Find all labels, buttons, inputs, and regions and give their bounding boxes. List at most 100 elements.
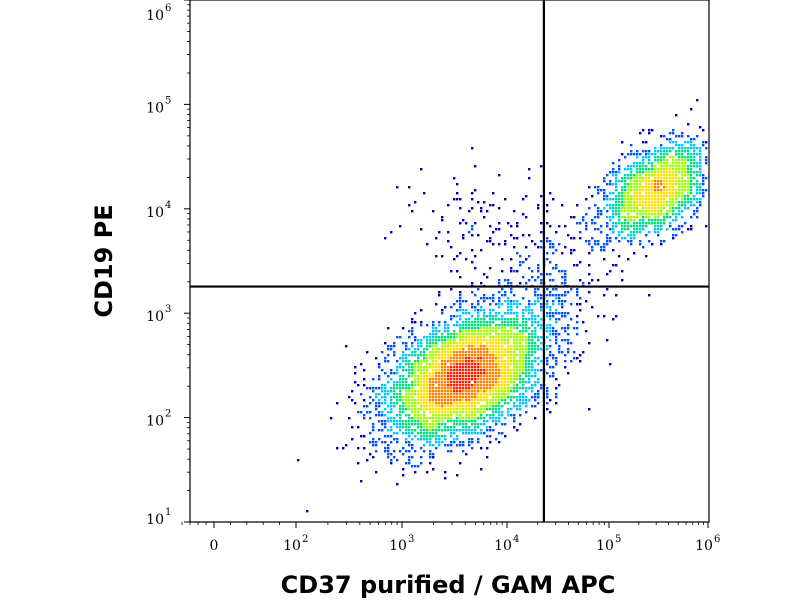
- event-dot: [498, 375, 501, 378]
- event-dot: [492, 336, 495, 339]
- event-dot: [444, 435, 447, 438]
- event-dot: [657, 159, 660, 162]
- event-dot: [432, 426, 435, 429]
- event-dot: [579, 303, 582, 306]
- event-dot: [501, 336, 504, 339]
- event-dot: [681, 159, 684, 162]
- event-dot: [675, 153, 678, 156]
- event-dot: [420, 435, 423, 438]
- event-dot: [642, 216, 645, 219]
- event-dot: [513, 381, 516, 384]
- event-dot: [381, 420, 384, 423]
- event-dot: [651, 186, 654, 189]
- event-dot: [624, 177, 627, 180]
- event-dot: [648, 189, 651, 192]
- event-dot: [420, 372, 423, 375]
- event-dot: [627, 177, 630, 180]
- event-dot: [459, 309, 462, 312]
- event-dot: [489, 366, 492, 369]
- event-dot: [414, 414, 417, 417]
- event-dot: [393, 402, 396, 405]
- event-dot: [474, 411, 477, 414]
- event-dot: [702, 195, 705, 198]
- event-dot: [471, 339, 474, 342]
- event-dot: [678, 210, 681, 213]
- event-dot: [675, 198, 678, 201]
- event-dot: [483, 408, 486, 411]
- event-dot: [603, 177, 606, 180]
- event-dot: [678, 207, 681, 210]
- event-dot: [537, 369, 540, 372]
- event-dot: [552, 303, 555, 306]
- event-dot: [519, 324, 522, 327]
- event-dot: [501, 393, 504, 396]
- event-dot: [669, 186, 672, 189]
- event-dot: [636, 222, 639, 225]
- event-dot: [441, 369, 444, 372]
- event-dot: [432, 351, 435, 354]
- event-dot: [522, 345, 525, 348]
- event-dot: [675, 159, 678, 162]
- event-dot: [411, 363, 414, 366]
- event-dot: [705, 177, 708, 180]
- event-dot: [492, 396, 495, 399]
- event-dot: [555, 297, 558, 300]
- event-dot: [621, 192, 624, 195]
- event-dot: [663, 171, 666, 174]
- event-dot: [501, 315, 504, 318]
- event-dot: [681, 195, 684, 198]
- event-dot: [432, 405, 435, 408]
- event-dot: [546, 390, 549, 393]
- event-dot: [432, 453, 435, 456]
- event-dot: [591, 222, 594, 225]
- event-dot: [492, 354, 495, 357]
- event-dot: [540, 294, 543, 297]
- event-dot: [660, 204, 663, 207]
- event-dot: [390, 420, 393, 423]
- event-dot: [564, 246, 567, 249]
- event-dot: [696, 210, 699, 213]
- event-dot: [480, 327, 483, 330]
- event-dot: [579, 279, 582, 282]
- event-dot: [693, 198, 696, 201]
- event-dot: [612, 222, 615, 225]
- event-dot: [414, 348, 417, 351]
- event-dot: [477, 201, 480, 204]
- event-dot: [648, 213, 651, 216]
- event-dot: [639, 201, 642, 204]
- event-dot: [426, 345, 429, 348]
- x-axis-ticks: 0 10 2 10 3 10 4 10 5 10 6: [181, 522, 720, 554]
- event-dot: [669, 198, 672, 201]
- event-dot: [414, 336, 417, 339]
- event-dot: [660, 207, 663, 210]
- event-dot: [699, 165, 702, 168]
- event-dot: [423, 411, 426, 414]
- event-dot: [441, 435, 444, 438]
- event-dot: [444, 423, 447, 426]
- event-dot: [411, 405, 414, 408]
- event-dot: [627, 186, 630, 189]
- event-dot: [414, 375, 417, 378]
- event-dot: [351, 390, 354, 393]
- event-dot: [693, 213, 696, 216]
- event-dot: [564, 273, 567, 276]
- event-dot: [672, 183, 675, 186]
- event-dot: [432, 324, 435, 327]
- event-dot: [672, 201, 675, 204]
- event-dot: [645, 153, 648, 156]
- event-dot: [621, 231, 624, 234]
- event-dot: [396, 459, 399, 462]
- event-dot: [393, 432, 396, 435]
- event-dot: [672, 156, 675, 159]
- event-dot: [495, 324, 498, 327]
- event-dot: [507, 342, 510, 345]
- event-dot: [483, 375, 486, 378]
- event-dot: [492, 429, 495, 432]
- event-dot: [669, 189, 672, 192]
- event-dot: [693, 153, 696, 156]
- event-dot: [516, 225, 519, 228]
- event-dot: [435, 411, 438, 414]
- event-dot: [477, 339, 480, 342]
- event-dot: [531, 366, 534, 369]
